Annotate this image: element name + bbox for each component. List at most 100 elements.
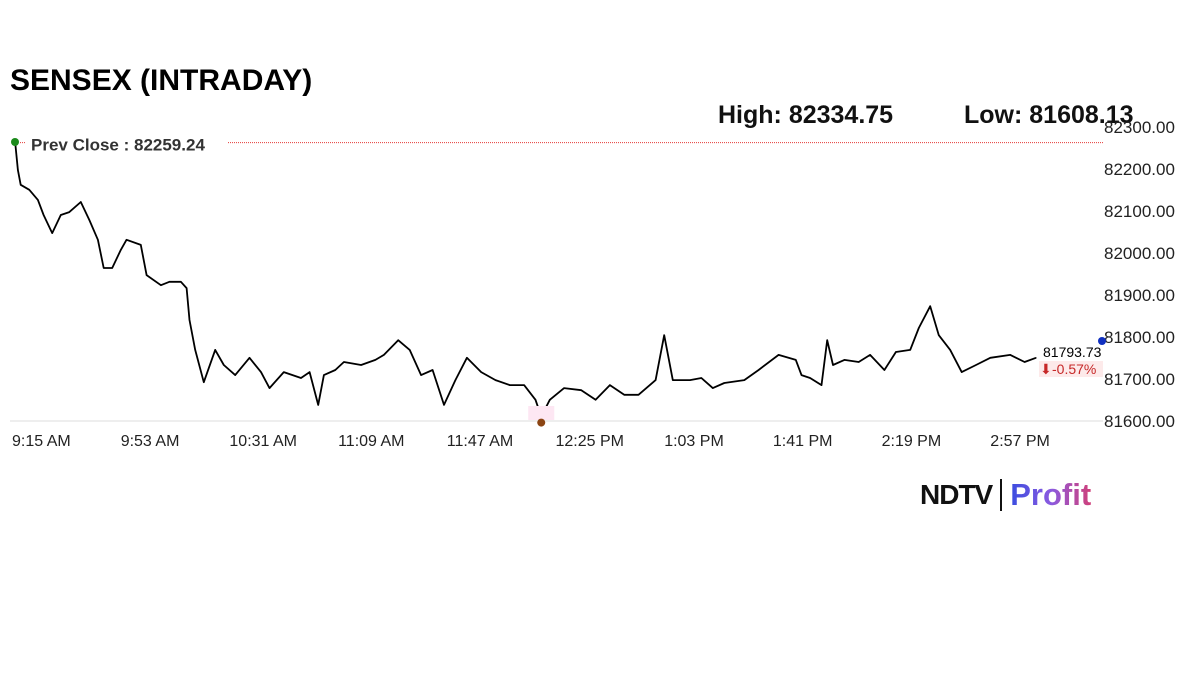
data-point bbox=[20, 184, 22, 186]
data-point bbox=[188, 319, 191, 321]
data-point bbox=[800, 374, 803, 376]
data-point bbox=[1035, 357, 1037, 359]
data-point bbox=[268, 387, 271, 389]
data-point bbox=[343, 361, 345, 363]
y-tick-label: 81800.00 bbox=[1104, 328, 1175, 347]
data-point bbox=[623, 394, 625, 396]
x-tick-label: 10:31 AM bbox=[229, 433, 297, 450]
data-point bbox=[97, 239, 99, 241]
logo-brand: NDTV bbox=[920, 479, 993, 510]
x-tick-label: 12:25 PM bbox=[556, 433, 624, 450]
data-point bbox=[778, 354, 780, 356]
data-point bbox=[168, 281, 171, 283]
data-point bbox=[160, 284, 162, 286]
sensex-line bbox=[14, 140, 1037, 418]
logo-divider bbox=[1000, 479, 1003, 511]
data-point bbox=[28, 189, 30, 191]
data-point bbox=[563, 387, 565, 389]
x-tick-label: 1:41 PM bbox=[773, 433, 833, 450]
y-tick-label: 81900.00 bbox=[1104, 286, 1175, 305]
data-point bbox=[843, 359, 846, 361]
data-point bbox=[549, 399, 551, 401]
prev-close-label: Prev Close : 82259.24 bbox=[31, 136, 205, 155]
data-point bbox=[758, 369, 760, 371]
data-point bbox=[300, 377, 302, 379]
data-point bbox=[120, 249, 122, 251]
down-arrow-icon: ⬇ bbox=[1040, 361, 1052, 377]
data-point bbox=[194, 349, 196, 351]
data-point bbox=[949, 349, 951, 351]
data-point bbox=[929, 305, 931, 307]
current-marker bbox=[1098, 337, 1106, 345]
day-low: Low: 81608.13 bbox=[964, 101, 1134, 129]
data-point bbox=[975, 364, 977, 366]
data-point bbox=[374, 359, 376, 361]
data-point bbox=[918, 327, 920, 329]
data-point bbox=[989, 357, 991, 359]
y-tick-label: 81600.00 bbox=[1104, 412, 1175, 431]
change-percent-label: -0.57% bbox=[1052, 361, 1096, 377]
data-point bbox=[795, 359, 797, 361]
y-tick-label: 82200.00 bbox=[1104, 160, 1175, 179]
data-point bbox=[203, 381, 205, 383]
chart-title: SENSEX (INTRADAY) bbox=[10, 64, 313, 97]
data-point bbox=[223, 364, 225, 366]
data-point bbox=[609, 384, 611, 386]
data-point bbox=[663, 334, 665, 336]
data-point bbox=[700, 377, 703, 379]
data-point bbox=[743, 379, 745, 381]
logo-product: Profit bbox=[1010, 477, 1092, 512]
data-point bbox=[214, 349, 216, 351]
change-badge-bg bbox=[1039, 361, 1103, 377]
data-point bbox=[672, 379, 674, 381]
data-point bbox=[826, 339, 828, 341]
data-point bbox=[186, 287, 188, 289]
data-point bbox=[1009, 354, 1011, 356]
data-point bbox=[51, 232, 53, 234]
data-point bbox=[409, 349, 411, 351]
y-tick-label: 82300.00 bbox=[1104, 118, 1175, 137]
data-point bbox=[60, 214, 62, 216]
data-point bbox=[509, 384, 511, 386]
data-point bbox=[260, 371, 262, 373]
data-point bbox=[832, 364, 834, 366]
low-marker bbox=[537, 418, 546, 427]
data-point bbox=[334, 369, 336, 371]
data-point bbox=[809, 377, 811, 379]
data-point bbox=[580, 389, 582, 391]
data-point bbox=[17, 169, 19, 171]
data-point bbox=[360, 364, 362, 366]
data-point bbox=[534, 399, 537, 401]
y-tick-label: 82100.00 bbox=[1104, 202, 1175, 221]
data-point bbox=[68, 211, 70, 213]
data-point bbox=[961, 371, 963, 373]
data-point bbox=[283, 371, 285, 373]
data-point bbox=[180, 281, 182, 283]
data-point bbox=[883, 369, 886, 371]
data-point bbox=[80, 201, 82, 203]
data-point bbox=[494, 379, 497, 381]
x-tick-label: 9:15 AM bbox=[12, 433, 71, 450]
data-point bbox=[1023, 361, 1026, 363]
x-tick-label: 1:03 PM bbox=[664, 433, 724, 450]
day-high: High: 82334.75 bbox=[718, 101, 894, 129]
data-point bbox=[712, 387, 714, 389]
data-point bbox=[145, 274, 148, 276]
data-point bbox=[234, 374, 236, 376]
data-point bbox=[125, 239, 128, 241]
data-point bbox=[909, 349, 911, 351]
data-point bbox=[594, 399, 597, 401]
data-point bbox=[869, 354, 871, 356]
last-value-label: 81793.73 bbox=[1043, 344, 1102, 360]
data-point bbox=[43, 214, 45, 216]
data-point bbox=[37, 199, 39, 201]
data-point bbox=[431, 369, 434, 371]
x-tick-label: 9:53 AM bbox=[121, 433, 180, 450]
low-highlight bbox=[528, 406, 555, 420]
data-point bbox=[820, 384, 823, 386]
data-point bbox=[140, 244, 142, 246]
data-point bbox=[454, 379, 457, 381]
data-point bbox=[111, 267, 113, 269]
data-point bbox=[443, 404, 445, 406]
ndtv-profit-logo: NDTV Profit bbox=[920, 477, 1092, 512]
